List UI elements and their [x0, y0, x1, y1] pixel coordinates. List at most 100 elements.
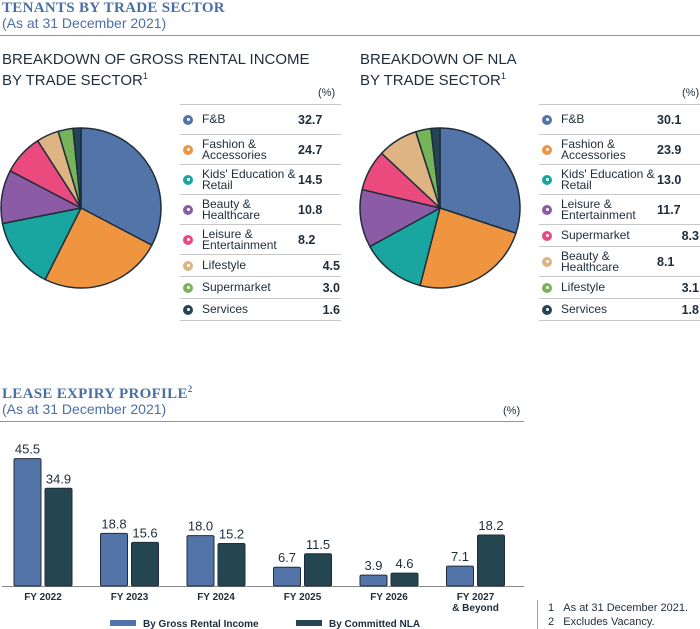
bar-data-label: 15.2: [219, 526, 244, 541]
legend-dot-icon: [542, 204, 552, 215]
legend-dot-icon: [183, 282, 193, 293]
legend-table-gri: F&B 32.7 Fashion & Accessories 24.7 Kids' Ed…: [180, 104, 341, 321]
bar-data-label: 18.8: [101, 516, 126, 531]
x-tick-label: FY 2024: [197, 592, 235, 603]
legend-dot-icon: [542, 230, 552, 241]
footnote-ref: 2: [187, 384, 193, 394]
bar-data-label: 11.5: [306, 537, 330, 552]
bar-by-gross-rental-income-fy-2026: [359, 574, 388, 587]
legend-value: 3.0: [322, 280, 340, 295]
legend-row: Beauty & Healthcare 8.1: [539, 247, 700, 277]
section-subtitle-tenants: (As at 31 December 2021): [2, 15, 167, 31]
legend-value: 8.1: [657, 254, 675, 269]
bar-by-gross-rental-income-fy-2022: [13, 458, 42, 587]
pie-chart-gri: [0, 127, 162, 289]
legend-row: Services 1.8: [539, 299, 700, 321]
footnote-divider: [537, 600, 538, 629]
legend-row: Lifestyle 4.5: [180, 255, 341, 277]
bar-by-gross-rental-income-fy-2023: [100, 532, 128, 587]
bar-data-label: 45.5: [15, 442, 40, 457]
bar-data-label: 15.6: [132, 525, 157, 540]
pie-slice-f-b: [80, 127, 162, 246]
legend-value: 1.8: [681, 302, 699, 317]
pie-slice-kids-education-retail: [369, 207, 441, 287]
legend-row: F&B 30.1: [539, 105, 700, 135]
legend-value: 11.7: [657, 202, 681, 217]
legend-label: Services: [202, 302, 249, 316]
x-tick-label: FY 2027 & Beyond: [452, 592, 499, 614]
legend-row: Services 1.6: [180, 299, 341, 321]
legend-label: Supermarket: [561, 228, 630, 242]
legend-entry-label: By Committed NLA: [329, 619, 420, 629]
legend-dot-icon: [183, 114, 193, 125]
legend-label: F&B: [202, 112, 226, 126]
footnote-1: 1 As at 31 December 2021.: [548, 602, 689, 614]
bar-data-label: 18.0: [188, 519, 213, 534]
bar-by-gross-rental-income-fy-2025: [273, 566, 301, 587]
legend-dot-icon: [542, 114, 552, 125]
chart-title-gri: BREAKDOWN OF GROSS RENTAL INCOME BY TRAD…: [2, 51, 342, 89]
legend-value: 30.1: [657, 112, 682, 127]
pie-slice-kids-education-retail: [1, 207, 82, 281]
bar-by-gross-rental-income-fy-2024: [186, 535, 215, 587]
legend-dot-icon: [183, 144, 193, 155]
legend-dot-icon: [183, 204, 193, 215]
bar-by-committed-nla-fy-2025: [304, 553, 332, 587]
bar-by-committed-nla-fy-2023: [131, 541, 159, 587]
legend-table-nla: F&B 30.1 Fashion & Accessories 23.9 Kids' Ed…: [539, 104, 700, 321]
bar-data-label: 3.9: [364, 558, 382, 573]
legend-label: Lifestyle: [202, 258, 247, 272]
legend-dot-icon: [183, 260, 193, 271]
legend-value: 32.7: [298, 112, 323, 127]
bar-by-gross-rental-income-fy-2027-beyond: [446, 565, 474, 587]
unit-label-gri: (%): [318, 87, 336, 99]
legend-dot-icon: [542, 282, 552, 293]
legend-entry-label: By Gross Rental Income: [143, 619, 259, 629]
legend-value: 1.6: [322, 302, 340, 317]
bar-data-label: 4.6: [395, 556, 413, 571]
legend-dot-icon: [542, 174, 552, 185]
legend-label: F&B: [561, 112, 585, 126]
legend-row: Kids' Education & Retail 14.5: [180, 165, 341, 195]
legend-row: Supermarket 3.0: [180, 277, 341, 299]
bar-by-committed-nla-fy-2027-beyond: [477, 534, 505, 587]
legend-label: Supermarket: [202, 280, 271, 294]
footnote-ref: 1: [500, 71, 506, 81]
section-title-tenants: TENANTS BY TRADE SECTOR: [2, 0, 225, 16]
legend-dot-icon: [183, 234, 193, 245]
bar-data-label: 7.1: [451, 549, 469, 564]
legend-swatch: [110, 620, 136, 626]
legend-row: Lifestyle 3.1: [539, 277, 700, 299]
pie-chart-nla: [359, 127, 521, 289]
x-tick-label: FY 2026: [370, 592, 408, 603]
legend-row: Supermarket 8.3: [539, 225, 700, 247]
bar-data-label: 6.7: [278, 550, 296, 565]
legend-row: Kids' Education & Retail 13.0: [539, 165, 700, 195]
legend-value: 14.5: [298, 172, 323, 187]
legend-value: 8.3: [681, 228, 699, 243]
legend-label: Beauty & Healthcare: [202, 196, 261, 222]
bar-data-label: 18.2: [478, 518, 503, 533]
x-tick-label: FY 2022: [24, 592, 62, 603]
legend-label: Fashion & Accessories: [561, 136, 626, 162]
bar-by-committed-nla-fy-2026: [390, 572, 419, 587]
legend-dot-icon: [183, 304, 193, 315]
chart-title-nla-line2: BY TRADE SECTOR1: [360, 71, 506, 89]
section-subtitle-lease: (As at 31 December 2021): [2, 401, 167, 417]
section-rule: [0, 35, 700, 36]
chart-title-nla-line1: BREAKDOWN OF NLA: [360, 51, 517, 68]
bar-chart-lease-expiry: 45.5 34.9 FY 2022 18.8 15.6 FY 2023 18.0 15.2 FY…: [2, 442, 524, 629]
unit-label-lease: (%): [503, 405, 521, 417]
legend-value: 4.5: [322, 258, 340, 273]
legend-label: Services: [561, 302, 608, 316]
legend-label: Lifestyle: [561, 280, 606, 294]
legend-row: Fashion & Accessories 24.7: [180, 135, 341, 165]
bar-data-label: 34.9: [46, 471, 71, 486]
legend-value: 10.8: [298, 202, 323, 217]
legend-dot-icon: [542, 144, 552, 155]
bar-by-committed-nla-fy-2022: [44, 487, 73, 587]
x-tick-label: FY 2025: [284, 592, 322, 603]
pie-slice-services: [430, 127, 441, 209]
legend-dot-icon: [542, 256, 552, 267]
pie-slice-services: [72, 127, 82, 209]
